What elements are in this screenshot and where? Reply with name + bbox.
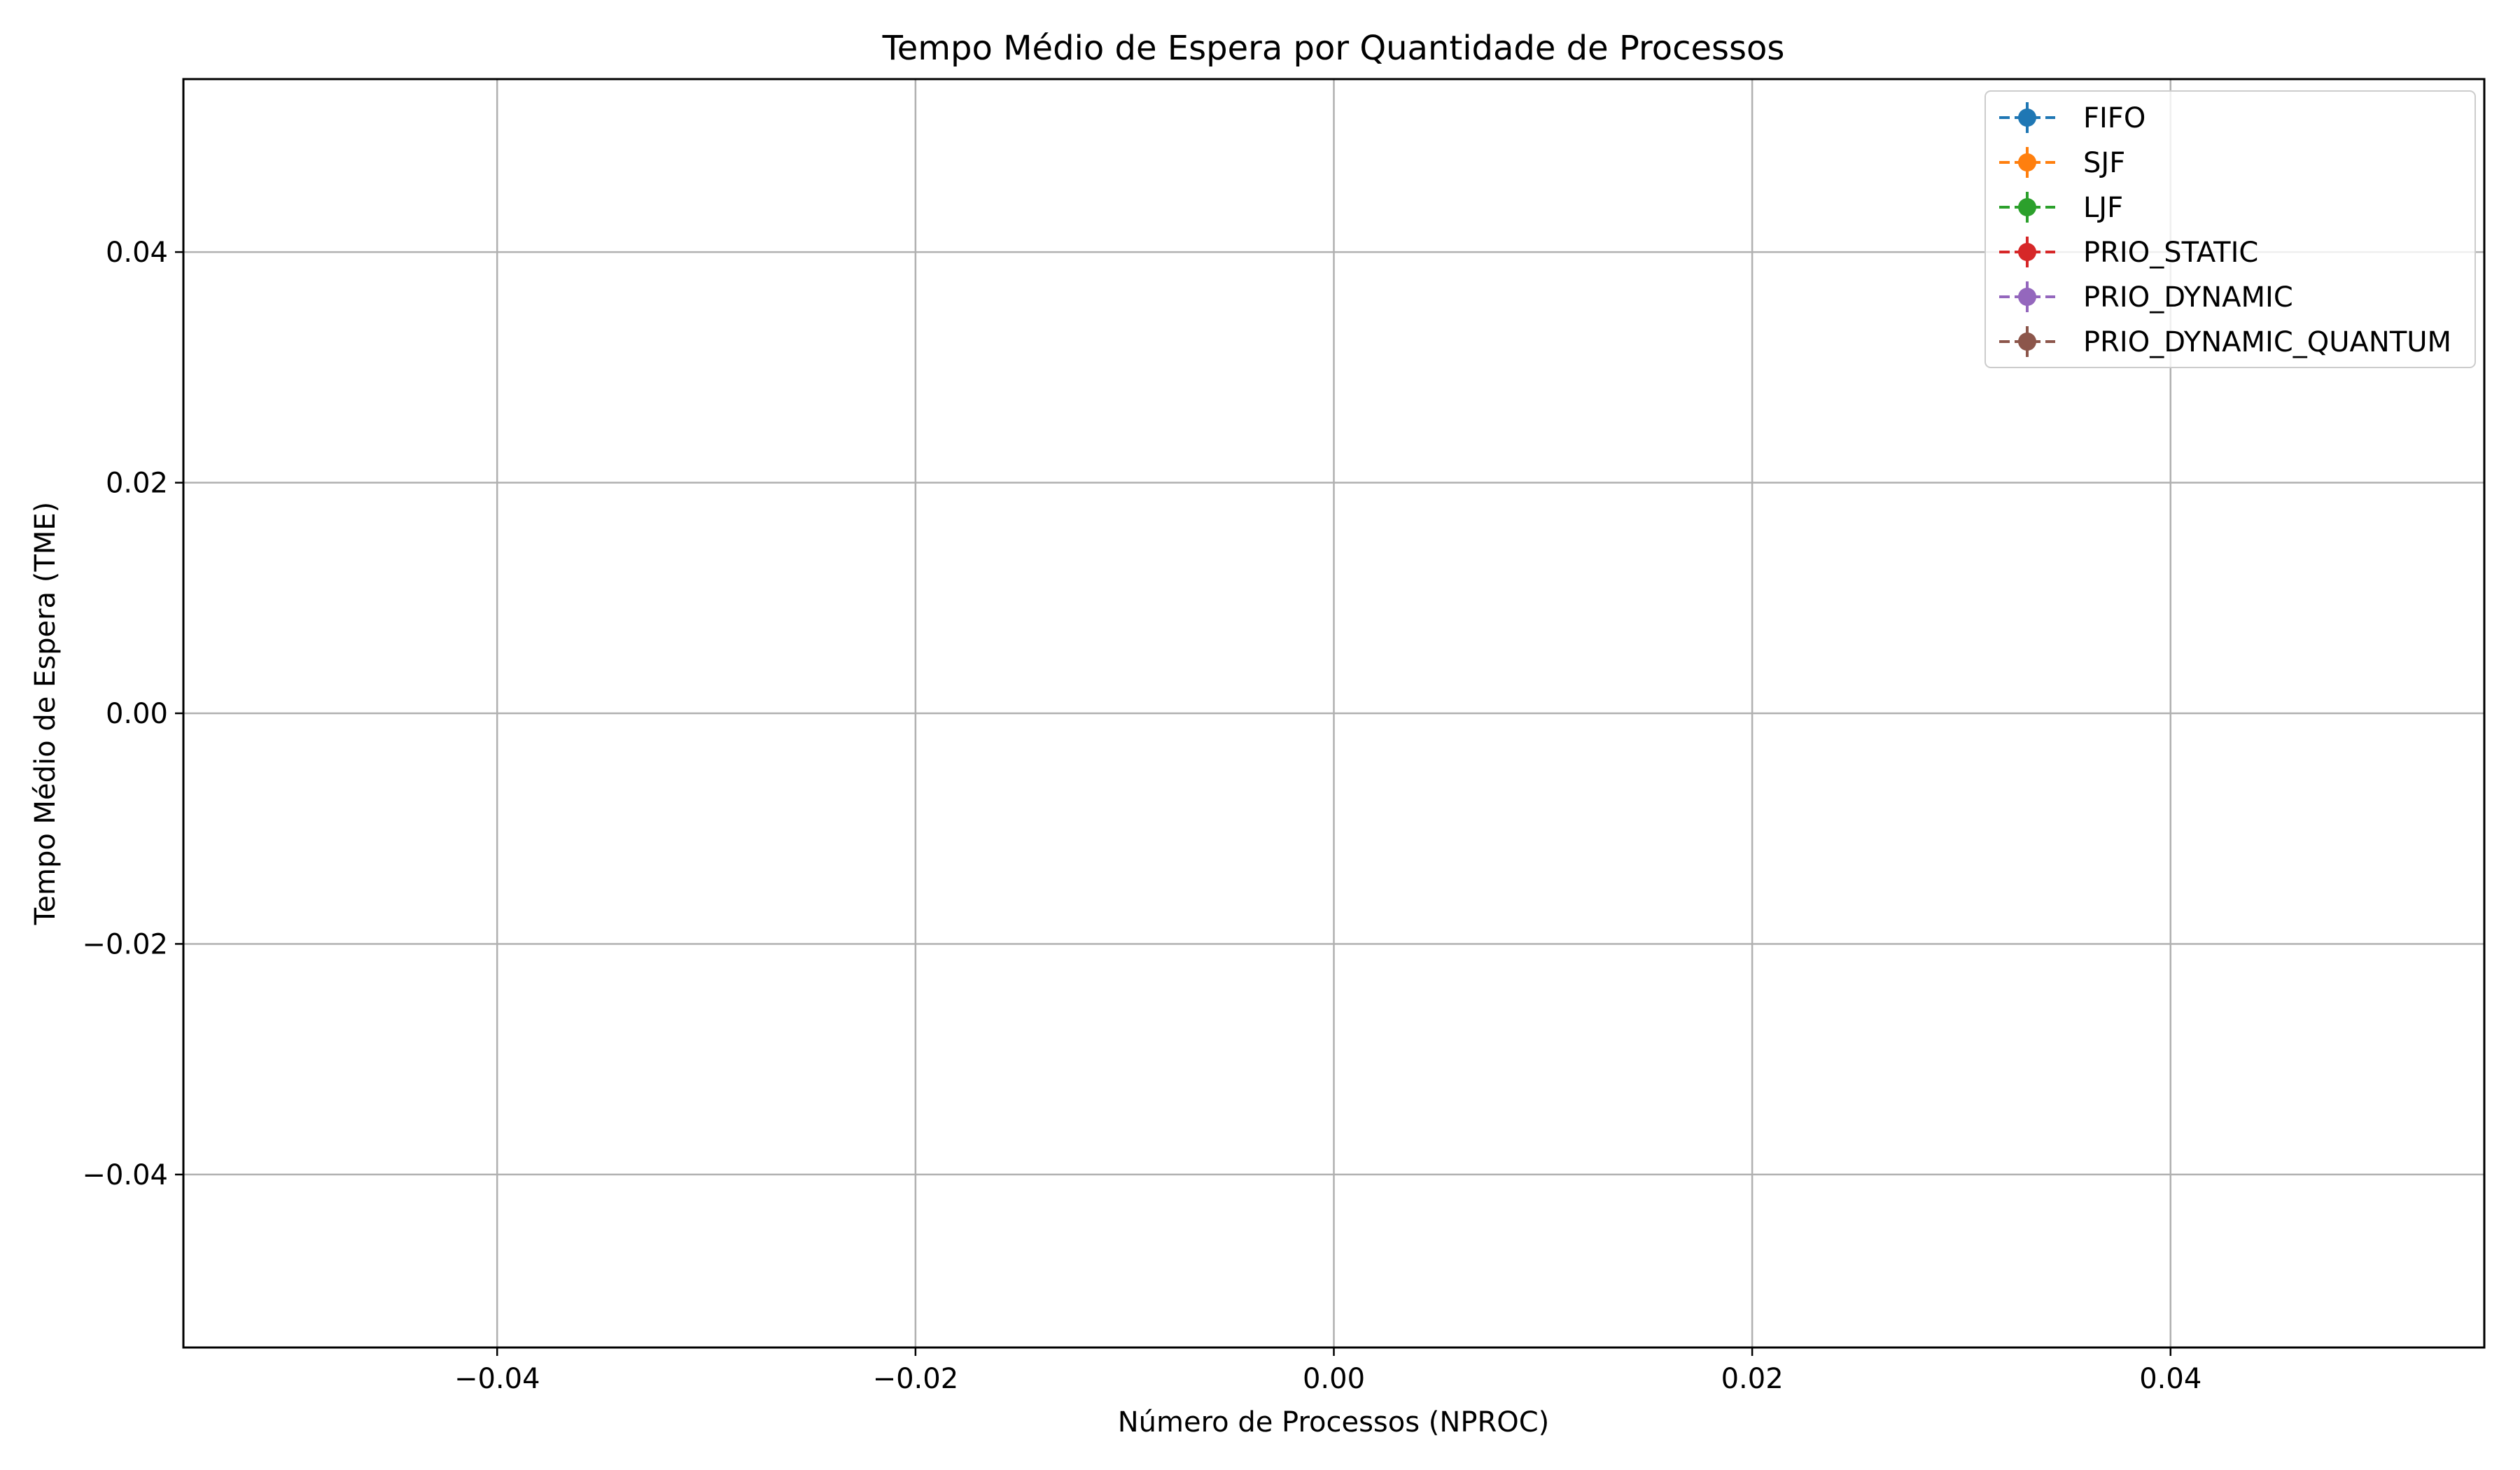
legend-entries: FIFO SJF LJF PRIO_STATIC PRIO_DYNAMIC PRIO_DY… <box>1999 102 2451 358</box>
legend-label: PRIO_DYNAMIC_QUANTUM <box>2083 326 2451 358</box>
legend-marker <box>2018 198 2036 216</box>
legend-marker <box>2018 288 2036 306</box>
x-tick-label: −0.04 <box>454 1363 540 1395</box>
legend: FIFO SJF LJF PRIO_STATIC PRIO_DYNAMIC PRIO_DY… <box>1984 90 2476 368</box>
legend-label: PRIO_STATIC <box>2083 237 2258 269</box>
legend-marker <box>2018 108 2036 127</box>
x-axis-label: Número de Processos (NPROC) <box>1118 1406 1550 1438</box>
legend-label: PRIO_DYNAMIC <box>2083 281 2293 314</box>
y-axis-label: Tempo Médio de Espera (TME) <box>29 502 62 926</box>
legend-marker <box>2018 332 2036 351</box>
axis-ticks: −0.04 −0.02 0.00 0.02 0.04 −0.04 −0.02 0.00 0.02… <box>82 237 2202 1395</box>
y-tick-label: 0.04 <box>106 237 168 269</box>
x-tick-label: 0.00 <box>1303 1363 1365 1395</box>
chart-title: Tempo Médio de Espera por Quantidade de … <box>882 29 1785 68</box>
x-tick-label: 0.02 <box>1721 1363 1784 1395</box>
y-tick-label: 0.02 <box>106 468 168 500</box>
legend-frame <box>1984 90 2476 368</box>
legend-label: FIFO <box>2083 102 2146 134</box>
legend-label: SJF <box>2083 147 2125 179</box>
y-tick-label: −0.02 <box>82 928 168 960</box>
y-tick-label: −0.04 <box>82 1159 168 1191</box>
x-tick-label: −0.02 <box>873 1363 959 1395</box>
legend-marker <box>2018 153 2036 172</box>
legend-label: LJF <box>2083 192 2123 224</box>
legend-marker <box>2018 243 2036 261</box>
y-tick-label: 0.00 <box>106 698 168 730</box>
x-tick-label: 0.04 <box>2139 1363 2202 1395</box>
